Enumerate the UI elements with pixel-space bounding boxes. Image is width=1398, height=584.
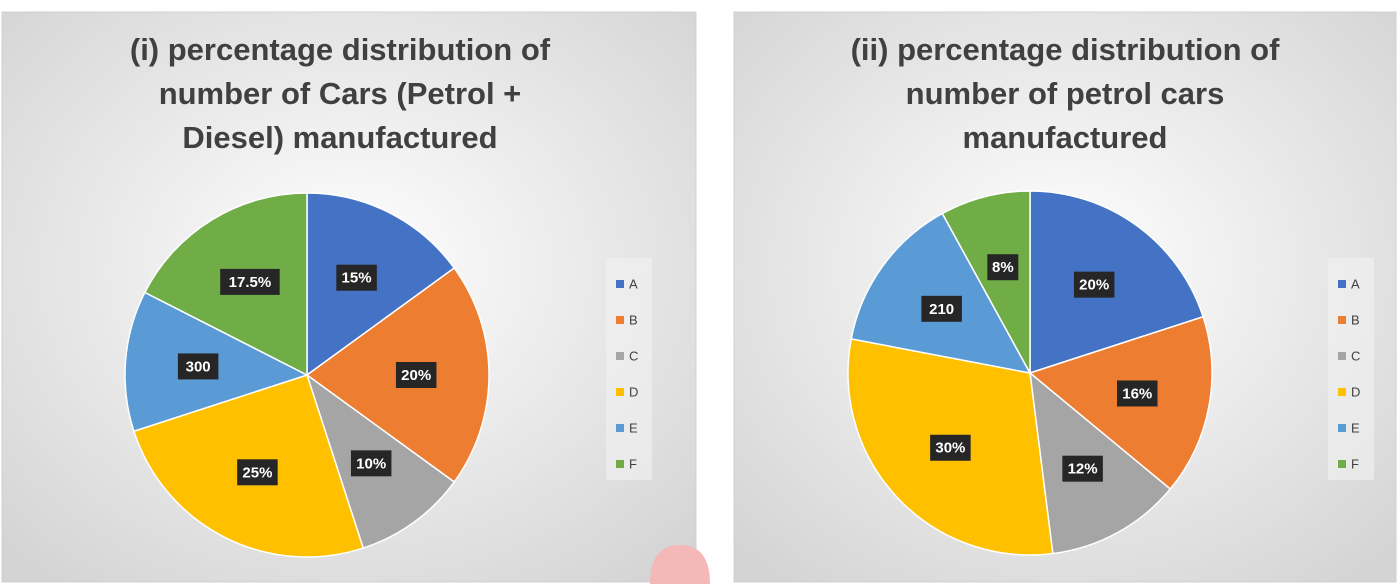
legend-swatch bbox=[1338, 352, 1346, 360]
chart-title: Diesel) manufactured bbox=[182, 120, 497, 155]
chart-title: (ii) percentage distribution of bbox=[851, 32, 1281, 67]
legend-swatch bbox=[1338, 388, 1346, 396]
data-label-box bbox=[1062, 455, 1103, 482]
data-label: 25% bbox=[242, 464, 272, 481]
data-label-box bbox=[921, 295, 962, 322]
legend-label: B bbox=[1351, 312, 1360, 327]
data-label: 10% bbox=[356, 455, 386, 472]
legend-swatch bbox=[616, 424, 624, 432]
data-label-box bbox=[350, 450, 392, 477]
data-label-box bbox=[395, 362, 437, 388]
chart-title: number of Cars (Petrol + bbox=[159, 76, 522, 111]
legend-label: F bbox=[629, 456, 637, 471]
legend-swatch bbox=[1338, 280, 1346, 288]
data-label-box bbox=[336, 264, 377, 291]
legend-swatch bbox=[616, 352, 624, 360]
pie-slice bbox=[941, 190, 1031, 374]
legend-label: A bbox=[629, 276, 638, 291]
pie-slice bbox=[306, 192, 456, 377]
data-label: 16% bbox=[1122, 385, 1152, 402]
data-label: 17.5% bbox=[229, 274, 272, 291]
data-label-box bbox=[930, 434, 971, 461]
legend-swatch bbox=[616, 388, 624, 396]
data-label-box bbox=[220, 268, 280, 295]
legend-swatch bbox=[1338, 460, 1346, 468]
legend-box bbox=[606, 258, 652, 480]
legend-swatch bbox=[616, 460, 624, 468]
data-label: 15% bbox=[342, 270, 372, 287]
legend-label: E bbox=[1351, 420, 1360, 435]
data-label: 20% bbox=[1079, 277, 1109, 294]
legend-box bbox=[1328, 258, 1374, 480]
data-label-box bbox=[177, 353, 219, 380]
legend-label: C bbox=[629, 348, 638, 363]
data-label: 300 bbox=[186, 358, 211, 375]
data-label: 8% bbox=[992, 259, 1014, 276]
data-label-box bbox=[1073, 271, 1115, 298]
data-label: 20% bbox=[401, 367, 431, 384]
chart-title: number of petrol cars bbox=[906, 76, 1225, 111]
data-label-box bbox=[987, 254, 1019, 281]
pie-slice bbox=[1029, 190, 1205, 375]
legend-swatch bbox=[1338, 424, 1346, 432]
legend-label: C bbox=[1351, 348, 1360, 363]
chart-title: manufactured bbox=[963, 120, 1168, 155]
legend-label: F bbox=[1351, 456, 1359, 471]
data-label-box bbox=[1117, 380, 1158, 407]
pie-slice bbox=[850, 212, 1032, 375]
decoration bbox=[650, 545, 710, 584]
chart-title: (i) percentage distribution of bbox=[130, 32, 551, 67]
legend-label: B bbox=[629, 312, 638, 327]
legend-label: D bbox=[629, 384, 638, 399]
data-label: 12% bbox=[1068, 461, 1098, 478]
legend-label: D bbox=[1351, 384, 1360, 399]
data-label: 30% bbox=[935, 440, 965, 457]
data-label-box bbox=[237, 459, 278, 486]
legend-label: A bbox=[1351, 276, 1360, 291]
data-label: 210 bbox=[929, 301, 954, 318]
legend-swatch bbox=[616, 316, 624, 324]
legend-label: E bbox=[629, 420, 638, 435]
legend-swatch bbox=[1338, 316, 1346, 324]
legend-swatch bbox=[616, 280, 624, 288]
